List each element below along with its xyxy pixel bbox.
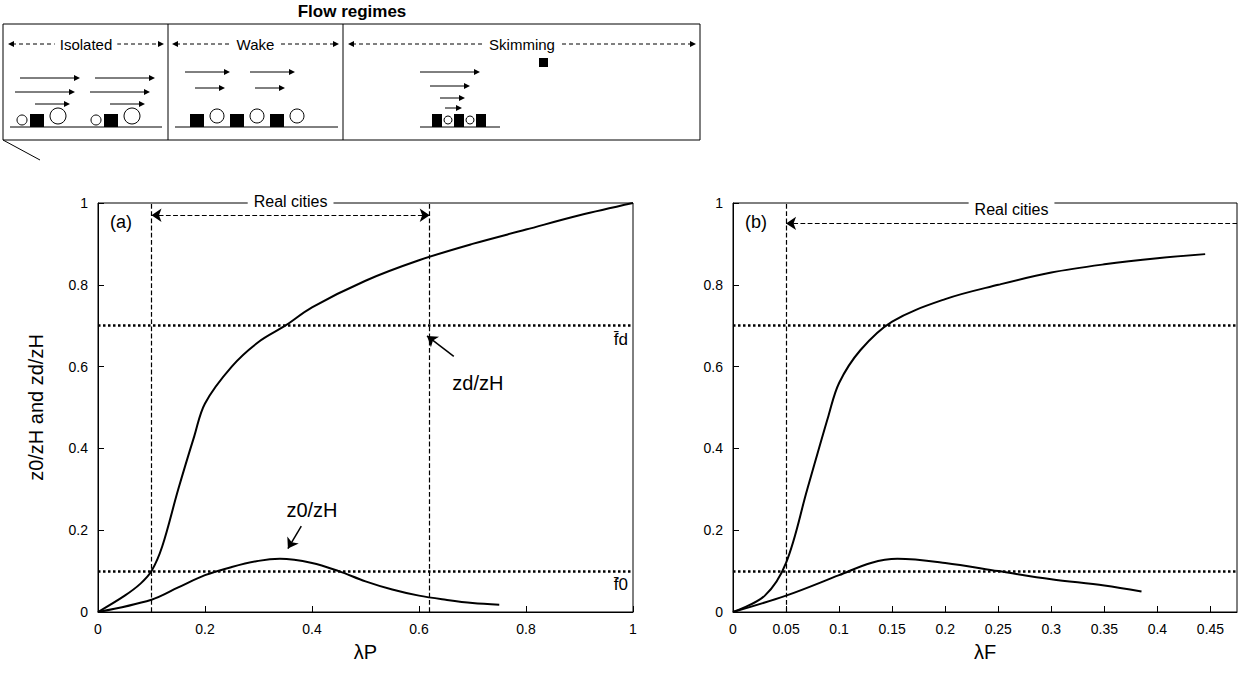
- svg-text:1: 1: [715, 195, 723, 211]
- svg-text:0.6: 0.6: [704, 359, 724, 375]
- svg-text:0.2: 0.2: [704, 522, 724, 538]
- svg-text:Real cities: Real cities: [975, 201, 1049, 218]
- svg-text:0.05: 0.05: [772, 621, 799, 637]
- svg-text:z0/zH: z0/zH: [286, 499, 337, 521]
- svg-text:Flow regimes: Flow regimes: [298, 2, 407, 21]
- svg-text:f̄0: f̄0: [613, 575, 628, 594]
- svg-text:0.4: 0.4: [302, 621, 322, 637]
- svg-text:0.25: 0.25: [985, 621, 1012, 637]
- svg-text:z0/zH and zd/zH: z0/zH and zd/zH: [25, 334, 47, 481]
- svg-text:0.35: 0.35: [1091, 621, 1118, 637]
- svg-text:Isolated: Isolated: [60, 36, 113, 53]
- svg-text:0.8: 0.8: [69, 277, 89, 293]
- svg-text:0.6: 0.6: [409, 621, 429, 637]
- svg-text:0.45: 0.45: [1197, 621, 1224, 637]
- svg-text:λP: λP: [354, 641, 377, 663]
- svg-text:0.4: 0.4: [1148, 621, 1168, 637]
- svg-text:0: 0: [729, 621, 737, 637]
- svg-text:0.2: 0.2: [935, 621, 955, 637]
- svg-text:0.3: 0.3: [1042, 621, 1062, 637]
- svg-text:Wake: Wake: [237, 36, 275, 53]
- svg-text:0.4: 0.4: [69, 440, 89, 456]
- svg-text:zd/zH: zd/zH: [452, 372, 503, 394]
- svg-text:1: 1: [80, 195, 88, 211]
- svg-text:0.2: 0.2: [195, 621, 215, 637]
- svg-text:0.2: 0.2: [69, 522, 89, 538]
- svg-text:0.8: 0.8: [516, 621, 536, 637]
- svg-text:f̄d: f̄d: [613, 330, 628, 349]
- svg-text:0.6: 0.6: [69, 359, 89, 375]
- svg-text:0.15: 0.15: [879, 621, 906, 637]
- svg-text:0: 0: [80, 604, 88, 620]
- svg-text:(a): (a): [110, 212, 132, 232]
- svg-text:0: 0: [715, 604, 723, 620]
- svg-text:λF: λF: [974, 641, 996, 663]
- svg-text:1: 1: [629, 621, 637, 637]
- svg-text:Real cities: Real cities: [254, 193, 328, 210]
- svg-text:0.1: 0.1: [829, 621, 849, 637]
- svg-text:(b): (b): [745, 212, 767, 232]
- svg-text:0: 0: [94, 621, 102, 637]
- svg-text:0.8: 0.8: [704, 277, 724, 293]
- svg-text:0.4: 0.4: [704, 440, 724, 456]
- svg-text:Skimming: Skimming: [489, 36, 555, 53]
